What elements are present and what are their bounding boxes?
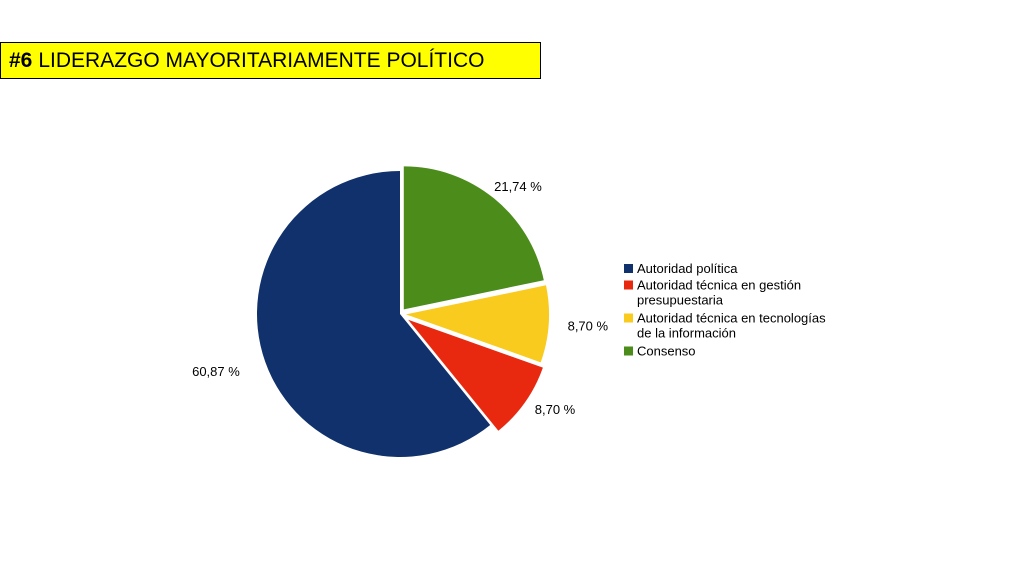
pie-slice-4 — [403, 166, 544, 310]
data-label-3: 8,70 % — [568, 318, 609, 333]
data-label-2: 8,70 % — [535, 402, 576, 417]
legend-swatch-3 — [624, 313, 633, 323]
slide-title-text: LIDERAZGO MAYORITARIAMENTE POLÍTICO — [38, 48, 485, 72]
pie-slice-2 — [408, 319, 543, 431]
pie-slice-3 — [405, 285, 549, 363]
legend-swatch-1 — [624, 264, 633, 273]
pie-slice-1 — [256, 170, 491, 457]
legend-label-3: Autoridad técnica en tecnologías de la in… — [637, 311, 826, 341]
legend-label-1: Autoridad política — [637, 261, 738, 276]
slide-title: #6 LIDERAZGO MAYORITARIAMENTE POLÍTICO — [0, 42, 541, 79]
legend-swatch-4 — [624, 346, 633, 356]
legend-label-4: Consenso — [637, 344, 696, 359]
slide-number: #6 — [9, 48, 33, 72]
data-label-1: 60,87 % — [192, 364, 240, 379]
legend-label-2: Autoridad técnica en gestión presupuestar… — [637, 278, 801, 308]
legend-swatch-2 — [624, 280, 633, 290]
data-label-4: 21,74 % — [494, 179, 542, 194]
